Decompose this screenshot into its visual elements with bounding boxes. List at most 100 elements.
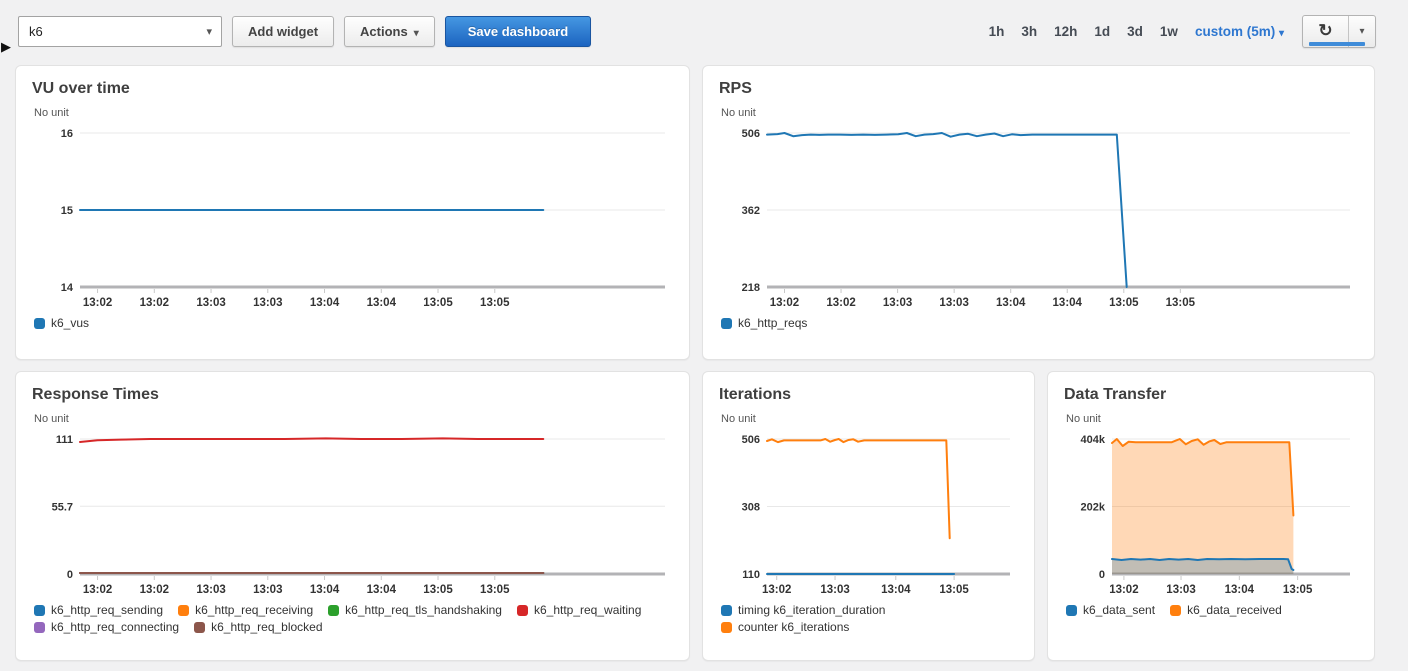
panel-title: Data Transfer	[1064, 386, 1167, 403]
legend-label: k6_data_sent	[1083, 603, 1156, 617]
legend-row: k6_data_sent k6_data_received	[1066, 603, 1358, 617]
legend-item-k6-http-req-waiting[interactable]: k6_http_req_waiting	[516, 603, 641, 617]
legend-swatch	[34, 317, 45, 329]
legend-row: k6_vus	[34, 316, 673, 330]
refresh-button-group: ↻ ▾	[1302, 14, 1376, 48]
svg-text:13:02: 13:02	[140, 584, 169, 596]
time-range-1h[interactable]: 1h	[988, 23, 1005, 39]
chevron-down-icon: ▾	[413, 27, 419, 39]
panel-title: RPS	[719, 80, 752, 97]
svg-text:13:02: 13:02	[83, 584, 112, 596]
legend-label: k6_http_req_tls_handshaking	[345, 603, 502, 617]
svg-text:111: 111	[56, 434, 73, 446]
legend-swatch	[721, 621, 732, 633]
legend-row: k6_http_req_connecting k6_http_req_blocke…	[34, 620, 673, 634]
svg-text:13:03: 13:03	[883, 297, 912, 309]
y-axis-unit-label: No unit	[34, 107, 69, 119]
actions-button-label: Actions	[360, 23, 408, 39]
svg-text:13:04: 13:04	[367, 297, 397, 309]
legend-label: k6_http_req_connecting	[51, 620, 180, 634]
svg-text:202k: 202k	[1081, 502, 1106, 514]
panel-title: Response Times	[32, 386, 159, 403]
panel-title: VU over time	[32, 80, 130, 97]
save-dashboard-button[interactable]: Save dashboard	[444, 15, 592, 47]
svg-text:13:03: 13:03	[253, 297, 282, 309]
legend-swatch	[178, 604, 190, 616]
legend-swatch	[194, 621, 206, 633]
svg-text:13:03: 13:03	[253, 584, 282, 596]
widget-rps: RPS No unit 506 362 218 13:02 13:02 13:03 13:0…	[702, 65, 1375, 360]
legend-item-k6-http-req-receiving[interactable]: k6_http_req_receiving	[178, 603, 313, 617]
legend-item-timing-k6-iteration-duration[interactable]: timing k6_iteration_duration	[721, 603, 885, 617]
chevron-down-icon: ▾	[206, 25, 212, 38]
svg-text:13:02: 13:02	[1109, 584, 1138, 596]
refresh-active-indicator	[1309, 41, 1365, 46]
svg-text:16: 16	[61, 128, 73, 140]
legend-label: timing k6_iteration_duration	[738, 603, 886, 617]
legend-row: k6_http_reqs	[721, 316, 1358, 330]
legend-swatch	[721, 317, 732, 329]
refresh-icon: ↻	[1318, 21, 1333, 40]
vu-over-time-chart[interactable]: 16 15 14 13:02 13:02 13:03 13:03 13:04 13:04 13:0…	[32, 121, 673, 313]
legend-item-k6-data-received[interactable]: k6_data_received	[1170, 603, 1282, 617]
legend-item-counter-k6-iterations[interactable]: counter k6_iterations	[721, 620, 849, 634]
refresh-options-button[interactable]: ▾	[1348, 15, 1375, 47]
svg-text:13:02: 13:02	[762, 584, 791, 596]
chevron-down-icon: ▾	[1359, 25, 1365, 37]
time-range-1d[interactable]: 1d	[1094, 23, 1111, 39]
svg-text:13:04: 13:04	[881, 584, 911, 596]
panel-title: Iterations	[719, 386, 792, 403]
legend-item-k6-http-req-sending[interactable]: k6_http_req_sending	[34, 603, 163, 617]
svg-text:13:02: 13:02	[826, 297, 855, 309]
svg-text:13:05: 13:05	[1283, 584, 1313, 596]
legend-item-k6-http-req-connecting[interactable]: k6_http_req_connecting	[34, 620, 179, 634]
actions-button[interactable]: Actions ▾	[344, 15, 435, 47]
sidebar-expand-icon[interactable]: ▶	[1, 39, 11, 54]
svg-text:14: 14	[61, 282, 74, 294]
time-range-3h[interactable]: 3h	[1021, 23, 1038, 39]
time-range-12h[interactable]: 12h	[1054, 23, 1078, 39]
time-range-links: 1h 3h 12h 1d 3d 1w	[989, 24, 1178, 39]
legend-swatch	[34, 621, 45, 633]
svg-text:13:05: 13:05	[939, 584, 969, 596]
legend-label: k6_http_req_receiving	[195, 603, 314, 617]
custom-range-dropdown[interactable]: custom (5m) ▾	[1195, 24, 1284, 39]
response-times-chart[interactable]: 111 55.7 0 13:02 13:02 13:03 13:03 13:04 13:04 13…	[32, 427, 673, 600]
legend-item-k6-http-req-blocked[interactable]: k6_http_req_blocked	[194, 620, 323, 634]
legend-row: k6_http_req_sending k6_http_req_receiving…	[34, 603, 673, 617]
dashboard-row-1: VU over time No unit 16 15 14 13:02 13:02 13:…	[0, 65, 1408, 360]
data-transfer-chart[interactable]: 404k 202k 0 13:02 13:03 13:04 13:05	[1064, 427, 1358, 600]
legend-item-k6-vus[interactable]: k6_vus	[34, 316, 89, 330]
custom-range-label: custom (5m)	[1194, 23, 1276, 39]
dashboard-select[interactable]: k6 ▾	[18, 15, 222, 47]
svg-text:506: 506	[742, 128, 760, 140]
svg-text:13:02: 13:02	[770, 297, 799, 309]
svg-text:13:04: 13:04	[996, 297, 1026, 309]
legend-label: counter k6_iterations	[738, 620, 850, 634]
legend-swatch	[328, 604, 340, 616]
legend-item-k6-data-sent[interactable]: k6_data_sent	[1066, 603, 1155, 617]
refresh-button[interactable]: ↻	[1303, 16, 1348, 47]
svg-text:13:05: 13:05	[1166, 297, 1196, 309]
rps-chart[interactable]: 506 362 218 13:02 13:02 13:03 13:03 13:04 13:04 1…	[719, 121, 1358, 313]
svg-text:13:05: 13:05	[480, 297, 510, 309]
y-axis-unit-label: No unit	[1066, 413, 1101, 425]
time-range-1w[interactable]: 1w	[1159, 23, 1178, 39]
legend-row: timing k6_iteration_duration	[721, 603, 1018, 617]
legend-label: k6_data_received	[1187, 603, 1282, 617]
y-axis-unit-label: No unit	[721, 413, 756, 425]
svg-text:13:03: 13:03	[1166, 584, 1195, 596]
svg-text:55.7: 55.7	[52, 501, 73, 513]
svg-text:13:03: 13:03	[196, 584, 225, 596]
svg-text:404k: 404k	[1081, 434, 1106, 446]
svg-text:13:04: 13:04	[1053, 297, 1083, 309]
time-range-3d[interactable]: 3d	[1127, 23, 1143, 39]
add-widget-button[interactable]: Add widget	[232, 15, 335, 47]
legend-item-k6-http-reqs[interactable]: k6_http_reqs	[721, 316, 807, 330]
legend-label: k6_vus	[51, 316, 90, 330]
legend-item-k6-http-req-tls-handshaking[interactable]: k6_http_req_tls_handshaking	[328, 603, 502, 617]
legend-swatch	[1066, 604, 1077, 616]
svg-text:506: 506	[742, 434, 760, 446]
